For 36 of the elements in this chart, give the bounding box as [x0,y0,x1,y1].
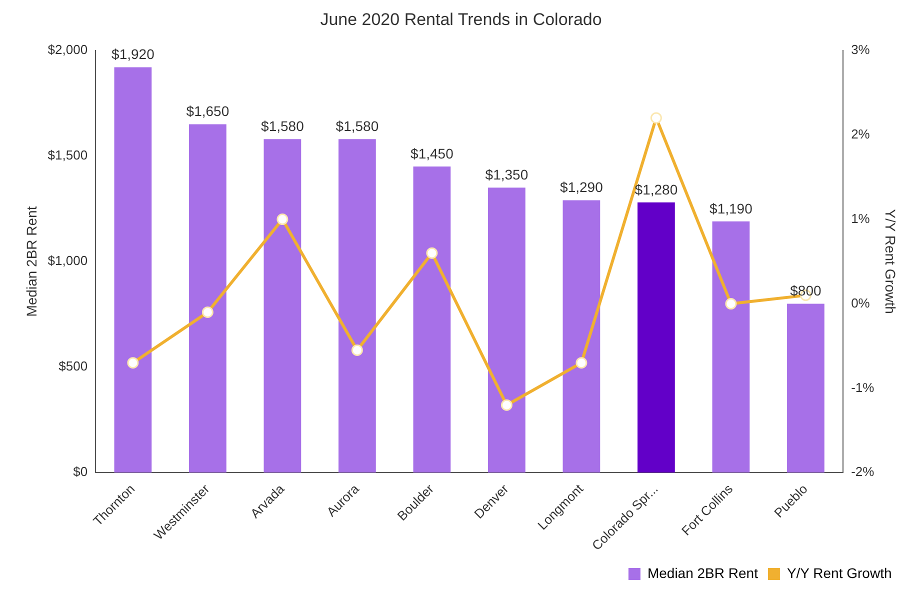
chart-title: June 2020 Rental Trends in Colorado [320,10,602,29]
bar [712,221,750,473]
y-axis-title: Median 2BR Rent [23,206,40,317]
y2-tick-label: 0% [851,295,870,310]
y2-axis-title: Y/Y Rent Growth [882,209,899,314]
y2-tick-label: -2% [851,464,875,480]
data-label: $1,290 [560,179,604,196]
data-label: $1,280 [634,181,678,198]
bar [338,139,376,473]
legend-label: Median 2BR Rent [647,564,758,581]
bar [114,67,152,473]
bar [488,188,526,473]
bar [413,166,451,473]
y-tick-label: $0 [73,464,88,480]
y-tick-label: $1,500 [48,148,88,163]
data-label: $1,580 [261,118,304,134]
y2-tick-label: 2% [851,126,870,142]
legend-label: Y/Y Rent Growth [786,564,892,581]
data-label: $1,190 [710,200,753,216]
y2-tick-label: 3% [851,42,870,57]
data-label: $800 [790,282,822,299]
data-label: $1,920 [112,46,155,62]
y2-tick-label: -1% [851,380,875,395]
bar [264,139,302,473]
y2-tick-label: 1% [851,210,870,226]
y-tick-label: $500 [58,358,88,374]
data-label: $1,650 [186,103,230,120]
data-label: $1,450 [410,145,454,162]
bar [638,202,675,473]
bar [562,200,600,473]
data-label: $1,580 [336,118,379,134]
y-tick-label: $2,000 [48,42,88,57]
bar [189,124,226,473]
data-label: $1,350 [485,166,528,182]
y-tick-label: $1,000 [48,253,88,268]
bar [787,304,824,473]
